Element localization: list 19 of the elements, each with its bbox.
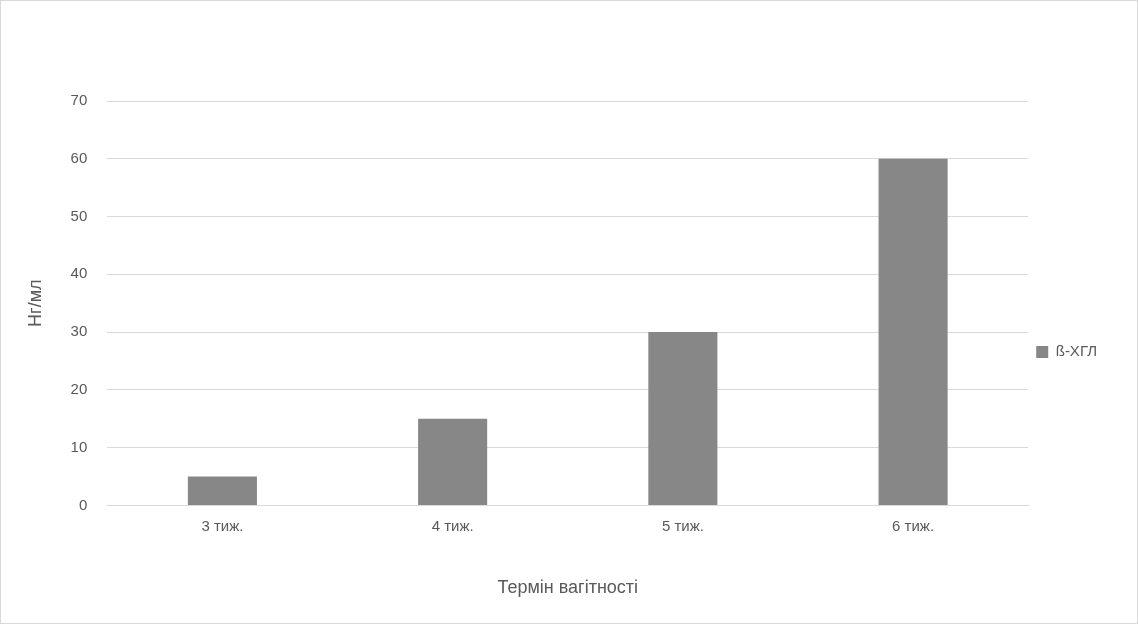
x-tick-label: 4 тиж. xyxy=(431,516,474,534)
x-tick-label: 5 тиж. xyxy=(661,516,704,534)
y-tick-label: 0 xyxy=(78,495,88,513)
bar xyxy=(187,476,257,505)
legend-label: ß-ХГЛ xyxy=(1055,342,1098,360)
y-tick-label: 30 xyxy=(70,322,88,340)
y-tick-label: 20 xyxy=(70,380,88,397)
x-axis-title: Термін вагітності xyxy=(497,577,639,598)
y-tick-label: 70 xyxy=(70,91,88,109)
y-tick-label: 40 xyxy=(70,264,88,282)
y-tick-label: 50 xyxy=(70,206,88,224)
y-tick-label: 10 xyxy=(70,437,88,455)
x-tick-label: 6 тиж. xyxy=(892,516,935,534)
y-tick-label: 60 xyxy=(70,148,88,166)
x-tick-label: 3 тиж. xyxy=(201,516,244,534)
y-axis-title: Нг/мл xyxy=(24,279,45,327)
bar xyxy=(418,418,488,505)
bar xyxy=(878,158,948,505)
bar xyxy=(648,332,718,505)
